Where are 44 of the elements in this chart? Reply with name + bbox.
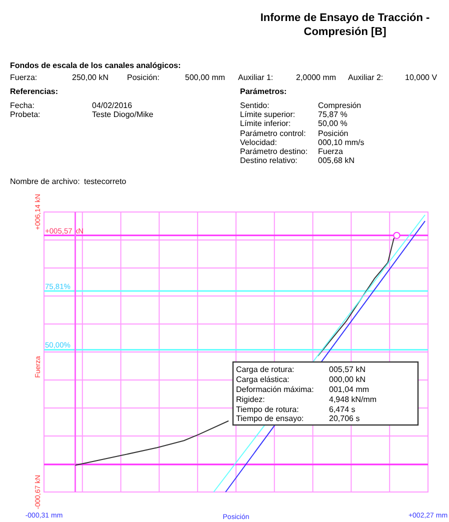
text: Parámetro control: — [240, 129, 306, 138]
text: Fuerza — [318, 147, 344, 156]
text: 000,10 mm/s — [318, 138, 364, 147]
text: Velocidad: — [240, 138, 277, 147]
text: Posición: — [127, 73, 160, 82]
text: Límite superior: — [240, 110, 296, 119]
text: 50,00 % — [318, 119, 348, 128]
text: testecorreto — [84, 177, 127, 186]
text: Teste Diogo/Mike — [92, 110, 154, 119]
text: Fuerza: — [10, 73, 38, 82]
text: 10,000 V — [405, 73, 438, 82]
text: Fondos de escala de los canales analógicos: — [10, 61, 181, 70]
text: 250,00 kN — [72, 73, 109, 82]
text: Compresión — [318, 101, 362, 110]
annotation: Tiempo de rotura: — [236, 405, 299, 414]
annotation: 000,00 kN — [329, 375, 366, 384]
text: Fecha: — [10, 101, 34, 110]
annotation: 005,57 kN — [329, 365, 366, 374]
text: Referencias: — [10, 87, 58, 96]
annotation: Carga de rotura: — [236, 365, 294, 374]
annotation: 001,04 mm — [329, 385, 370, 394]
text: Auxiliar 1: — [238, 73, 274, 82]
annotation: Carga elástica: — [236, 375, 290, 384]
text: Parámetro destino: — [240, 147, 308, 156]
annotation: 20,706 s — [329, 414, 360, 423]
annotation: 4,948 kN/mm — [329, 395, 377, 404]
text: Límite inferior: — [240, 119, 291, 128]
text: Probeta: — [10, 110, 40, 119]
annotation: Tiempo de ensayo: — [236, 414, 304, 423]
text: Parámetros: — [240, 87, 287, 96]
chart-title: Informe de Ensayo de Tracción - Compresión [B] — [260, 12, 430, 38]
text: 75,87 % — [318, 110, 348, 119]
text: Auxiliar 2: — [348, 73, 384, 82]
annotation: Rigidez: — [236, 395, 265, 404]
text: 04/02/2016 — [92, 101, 133, 110]
text: 2,0000 mm — [296, 73, 336, 82]
text: 005,68 kN — [318, 156, 355, 165]
text: Destino relativo: — [240, 156, 298, 165]
text: Sentido: — [240, 101, 270, 110]
text: 500,00 mm — [185, 73, 226, 82]
annotation: Deformación máxima: — [236, 385, 314, 394]
text: Nombre de archivo: — [10, 177, 80, 186]
text: Posición — [318, 129, 348, 138]
annotation: 6,474 s — [329, 405, 356, 414]
